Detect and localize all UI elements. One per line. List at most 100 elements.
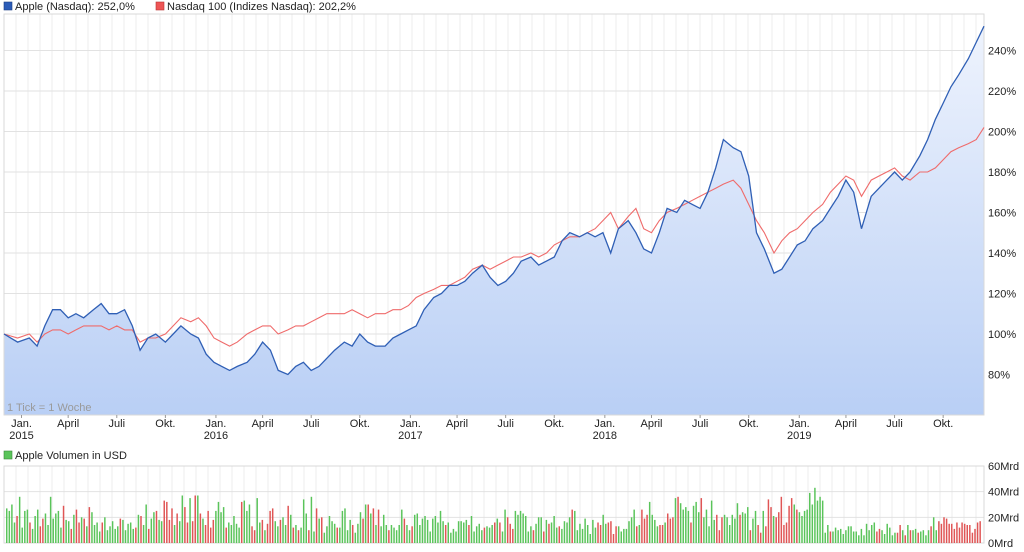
volume-bar	[230, 525, 233, 543]
volume-bar	[253, 530, 256, 543]
volume-bar	[357, 523, 359, 544]
legend-label-nasdaq: Nasdaq 100 (Indizes Nasdaq): 202,2%	[167, 1, 356, 13]
volume-bar	[540, 517, 542, 543]
x-tick-label: Okt.	[155, 418, 175, 430]
volume-bar	[488, 527, 491, 543]
volume-bar	[406, 525, 408, 543]
volume-bar	[907, 525, 909, 543]
volume-bar	[976, 522, 979, 543]
volume-bar	[679, 503, 682, 543]
x-tick-year: 2016	[204, 430, 228, 442]
legend-swatch-apple	[3, 1, 13, 11]
volume-bar	[778, 512, 780, 543]
volume-bar	[370, 513, 372, 543]
volume-bar	[801, 516, 803, 543]
volume-bar	[274, 521, 277, 543]
volume-bar	[106, 530, 109, 543]
volume-bar	[623, 528, 625, 543]
volume-bar	[697, 512, 700, 543]
volume-bar	[426, 519, 429, 543]
volume-bar	[971, 532, 974, 543]
volume-bar	[824, 532, 826, 543]
volume-bar	[300, 527, 302, 543]
volume-bar	[261, 519, 264, 543]
volume-bar	[563, 521, 566, 543]
volume-bar	[504, 509, 506, 543]
legend-swatch-nasdaq	[155, 1, 165, 11]
volume-bar	[78, 522, 80, 543]
volume-bar	[790, 498, 793, 543]
volume-bar	[664, 522, 666, 543]
volume-bar	[842, 534, 845, 543]
x-tick-year: 2019	[787, 430, 811, 442]
volume-bar	[135, 527, 137, 543]
volume-bar	[305, 513, 307, 543]
volume-bar	[512, 528, 514, 543]
volume-bar	[70, 528, 73, 543]
volume-bar	[545, 519, 548, 543]
volume-bar	[377, 509, 380, 543]
volume-bar	[951, 523, 953, 544]
volume-bar	[532, 530, 535, 543]
volume-bar	[129, 522, 132, 543]
volume-bar	[344, 508, 346, 543]
volume-bar	[641, 509, 643, 543]
volume-bar	[809, 492, 811, 543]
volume-bar	[953, 528, 956, 543]
volume-bar	[620, 531, 622, 543]
x-tick-label: Jan.	[594, 418, 615, 430]
volume-bar	[860, 528, 863, 543]
volume-bar	[945, 518, 948, 543]
volume-bar	[615, 526, 617, 543]
volume-bar	[803, 510, 806, 543]
x-tick-label: Jan.	[400, 418, 421, 430]
volume-bar	[450, 532, 452, 543]
volume-bar	[550, 522, 553, 543]
volume-bar	[49, 496, 52, 543]
x-tick-year: 2017	[398, 430, 422, 442]
volume-bar	[935, 530, 937, 543]
volume-bar	[109, 526, 111, 543]
volume-bar	[269, 510, 271, 543]
volume-bar	[661, 525, 664, 543]
volume-bar	[271, 508, 274, 543]
volume-bar	[827, 525, 829, 543]
volume-bar	[186, 522, 189, 543]
volume-bar	[173, 525, 176, 543]
volume-bar	[256, 498, 258, 543]
x-tick-label: Okt.	[544, 418, 564, 430]
volume-bar	[602, 514, 604, 543]
volume-bar	[819, 496, 821, 543]
volume-bar	[716, 514, 718, 543]
volume-bar	[917, 532, 919, 543]
volume-y-tick-label: 20Mrd	[988, 512, 1019, 524]
volume-bar	[574, 510, 576, 543]
volume-bar	[816, 500, 819, 543]
volume-bar	[277, 526, 279, 543]
volume-bar	[390, 525, 393, 543]
volume-bar	[855, 531, 857, 543]
volume-bar	[592, 519, 594, 543]
volume-bar	[65, 519, 67, 543]
volume-bar	[91, 512, 93, 543]
volume-bar	[785, 522, 788, 543]
volume-bar	[473, 531, 475, 543]
volume-bar	[351, 525, 354, 543]
volume-bar	[832, 531, 834, 543]
volume-bar	[93, 525, 96, 543]
volume-bar	[432, 518, 434, 543]
volume-bar	[886, 523, 888, 544]
legend-label-apple: Apple (Nasdaq): 252,0%	[15, 1, 135, 13]
volume-bar	[858, 535, 860, 543]
volume-bar	[705, 509, 708, 543]
volume-bar	[599, 525, 602, 543]
volume-bar	[685, 507, 687, 543]
volume-bar	[494, 522, 496, 543]
volume-bar	[202, 518, 204, 543]
volume-bar	[651, 514, 653, 543]
volume-bar	[568, 517, 571, 543]
volume-bar	[47, 525, 49, 543]
volume-bar	[119, 518, 122, 543]
volume-bar	[372, 508, 375, 543]
